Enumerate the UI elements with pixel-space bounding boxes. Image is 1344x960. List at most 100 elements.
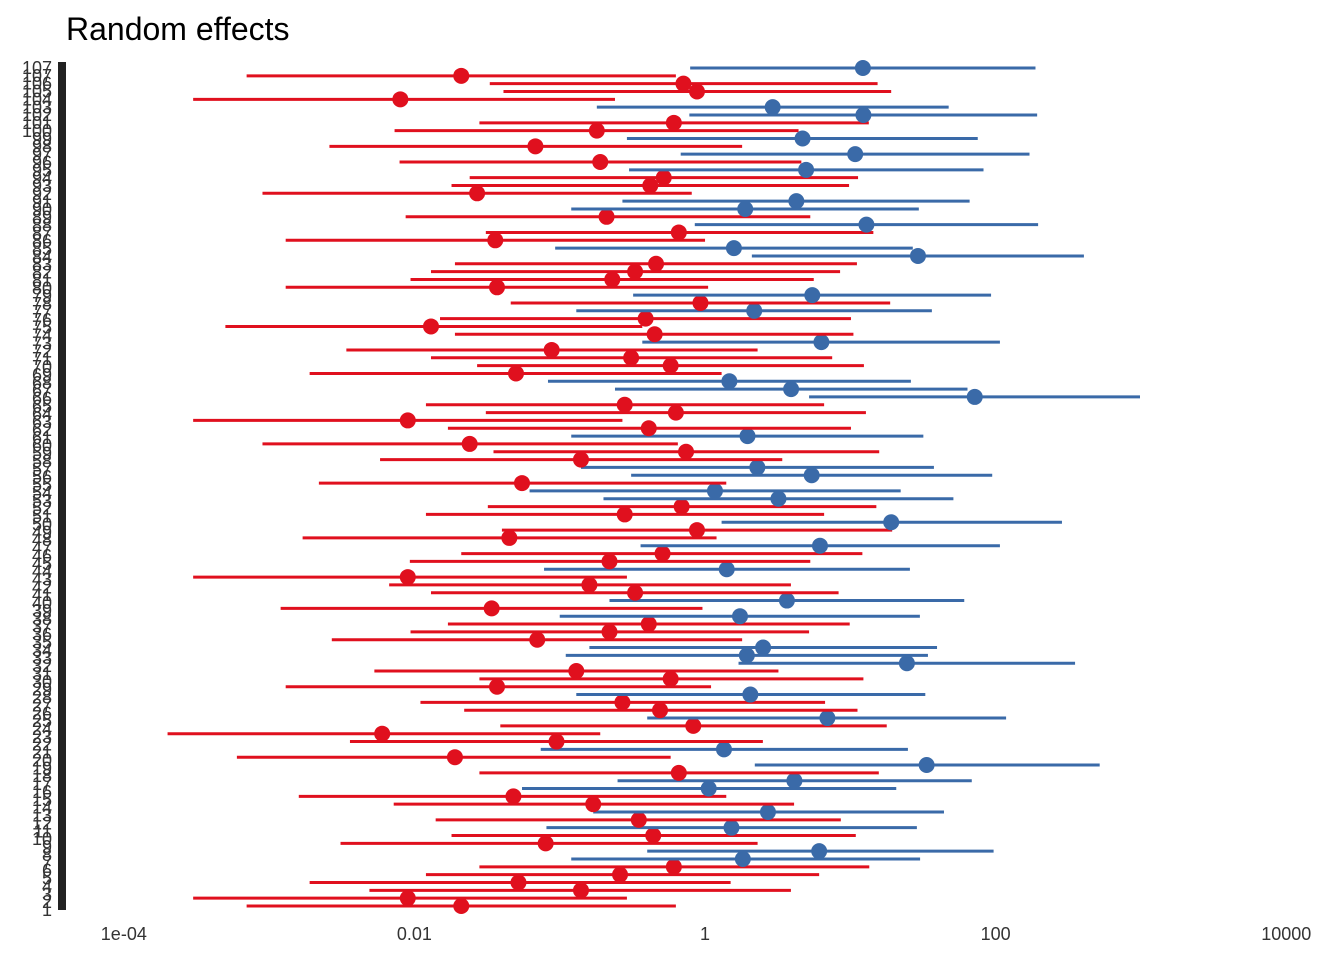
y-level-label-68: 68 bbox=[32, 373, 52, 393]
y-level-label-13: 13 bbox=[32, 806, 52, 826]
estimate-point-83 bbox=[648, 255, 665, 272]
y-level-label-98: 98 bbox=[32, 137, 52, 157]
y-level-label-60: 60 bbox=[32, 436, 52, 456]
estimate-point-30 bbox=[662, 670, 679, 687]
y-level-label-33: 33 bbox=[32, 648, 52, 668]
estimate-point-45 bbox=[601, 553, 618, 570]
estimate-point-108 bbox=[854, 60, 871, 76]
estimate-point-16 bbox=[700, 780, 717, 797]
y-level-label-95: 95 bbox=[32, 160, 52, 180]
estimate-point-29 bbox=[488, 678, 505, 695]
estimate-point-78 bbox=[692, 294, 709, 311]
y-level-label-42: 42 bbox=[32, 577, 52, 597]
y-level-label-77: 77 bbox=[32, 302, 52, 322]
y-level-label-10: 10 bbox=[32, 829, 52, 849]
y-level-label-2: 2 bbox=[42, 892, 52, 912]
y-level-label-23: 23 bbox=[32, 727, 52, 747]
y-level-label-43: 43 bbox=[32, 569, 52, 589]
estimate-point-67 bbox=[783, 381, 800, 398]
estimate-point-60 bbox=[461, 435, 478, 452]
estimate-point-88 bbox=[858, 216, 875, 233]
x-axis: 1e-04 0.01 1 100 10000 bbox=[101, 924, 1311, 944]
y-level-label-38: 38 bbox=[32, 609, 52, 629]
y-level-label-56: 56 bbox=[32, 467, 52, 487]
estimate-point-28 bbox=[742, 686, 759, 703]
y-level-label-7: 7 bbox=[42, 853, 52, 873]
estimate-point-107 bbox=[453, 67, 470, 84]
estimate-point-17 bbox=[786, 772, 803, 789]
estimate-point-44 bbox=[718, 561, 735, 578]
y-level-label-48: 48 bbox=[32, 530, 52, 550]
y-level-label-45: 45 bbox=[32, 554, 52, 574]
estimate-point-98 bbox=[527, 138, 544, 155]
estimate-point-34 bbox=[755, 639, 772, 656]
y-level-label-35: 35 bbox=[32, 632, 52, 652]
estimate-point-56 bbox=[803, 467, 820, 484]
y-level-label-50: 50 bbox=[32, 514, 52, 534]
y-level-label-19: 19 bbox=[32, 758, 52, 778]
y-level-label-37: 37 bbox=[32, 617, 52, 637]
estimate-point-91 bbox=[788, 193, 805, 210]
y-level-label-100: 100 bbox=[22, 121, 52, 141]
estimate-point-93 bbox=[642, 177, 659, 194]
y-level-label-15: 15 bbox=[32, 790, 52, 810]
estimate-point-1 bbox=[453, 898, 470, 914]
estimate-point-41 bbox=[627, 584, 644, 601]
estimate-point-48 bbox=[501, 529, 518, 546]
y-level-label-64: 64 bbox=[32, 404, 52, 424]
y-level-label-106: 106 bbox=[22, 74, 52, 94]
y-level-label-93: 93 bbox=[32, 176, 52, 196]
y-level-label-51: 51 bbox=[32, 507, 52, 527]
x-tick-label-3: 1 bbox=[700, 924, 710, 944]
y-level-label-49: 49 bbox=[32, 522, 52, 542]
y-level-label-18: 18 bbox=[32, 766, 52, 786]
estimate-point-54 bbox=[706, 482, 723, 499]
y-level-label-70: 70 bbox=[32, 357, 52, 377]
y-level-label-26: 26 bbox=[32, 703, 52, 723]
y-level-label-11: 11 bbox=[33, 821, 52, 841]
y-level-label-79: 79 bbox=[32, 286, 52, 306]
estimate-point-8 bbox=[811, 843, 828, 860]
y-level-label-101: 101 bbox=[22, 113, 52, 133]
estimate-point-10 bbox=[645, 827, 662, 844]
estimate-point-12 bbox=[630, 811, 647, 828]
y-level-label-107: 107 bbox=[22, 66, 52, 86]
y-level-label-63: 63 bbox=[32, 412, 52, 432]
chart-title: Random effects bbox=[66, 11, 290, 47]
estimate-point-77 bbox=[746, 302, 763, 319]
y-level-label-87: 87 bbox=[32, 223, 52, 243]
y-level-label-81: 81 bbox=[32, 270, 52, 290]
y-level-label-41: 41 bbox=[32, 585, 52, 605]
estimate-point-89 bbox=[598, 208, 615, 225]
y-level-label-3: 3 bbox=[42, 884, 52, 904]
estimate-point-97 bbox=[847, 146, 864, 163]
estimate-point-53 bbox=[770, 490, 787, 507]
estimate-point-103 bbox=[764, 99, 781, 116]
y-level-label-89: 89 bbox=[32, 208, 52, 228]
estimate-point-27 bbox=[614, 694, 631, 711]
y-axis-labels: 1234567891011121314151617181920212223242… bbox=[22, 58, 52, 920]
estimate-point-32 bbox=[898, 655, 915, 672]
estimate-point-2 bbox=[399, 890, 416, 907]
y-level-label-54: 54 bbox=[32, 483, 52, 503]
y-level-label-105: 105 bbox=[22, 82, 52, 102]
y-level-label-30: 30 bbox=[32, 672, 52, 692]
y-level-label-25: 25 bbox=[32, 711, 52, 731]
estimate-point-15 bbox=[505, 788, 522, 805]
y-level-label-39: 39 bbox=[32, 601, 52, 621]
estimate-point-20 bbox=[446, 749, 463, 766]
estimate-point-24 bbox=[685, 717, 702, 734]
estimate-point-86 bbox=[487, 232, 504, 249]
estimate-point-36 bbox=[601, 623, 618, 640]
estimate-point-102 bbox=[855, 106, 872, 123]
y-level-label-55: 55 bbox=[32, 475, 52, 495]
y-level-label-58: 58 bbox=[32, 451, 52, 471]
estimate-point-76 bbox=[637, 310, 654, 327]
y-level-label-88: 88 bbox=[32, 215, 52, 235]
y-level-label-71: 71 bbox=[32, 349, 52, 369]
estimate-point-104 bbox=[392, 91, 409, 108]
y-level-label-5: 5 bbox=[42, 869, 52, 889]
estimate-point-7 bbox=[734, 851, 751, 868]
estimate-point-85 bbox=[725, 240, 742, 257]
y-level-label-46: 46 bbox=[32, 546, 52, 566]
